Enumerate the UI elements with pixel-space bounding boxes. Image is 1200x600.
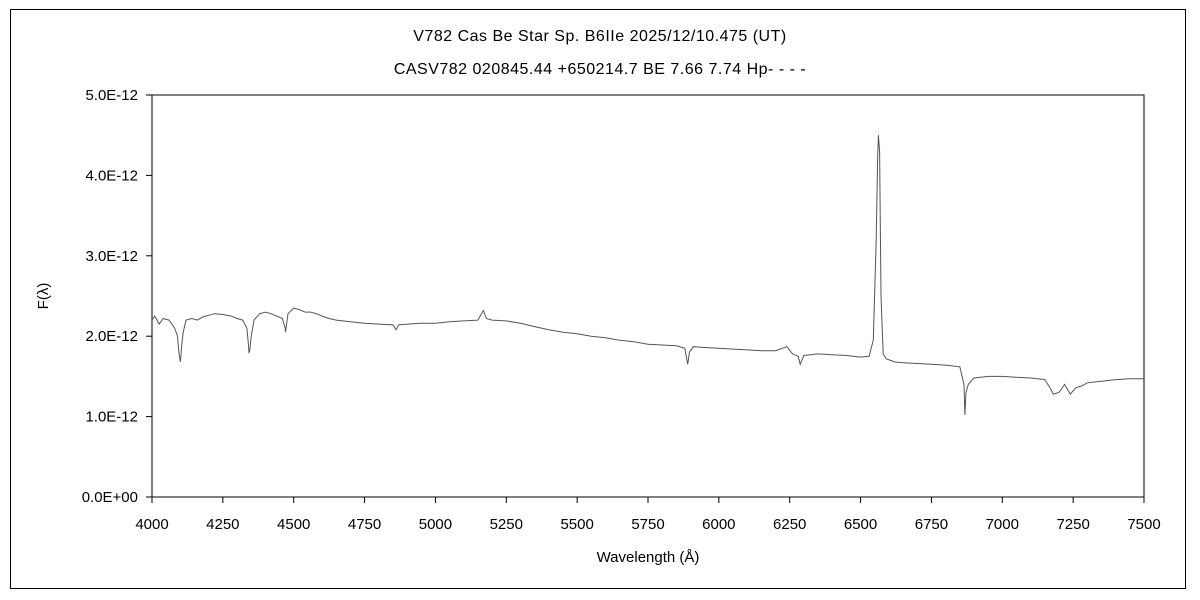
spectrum-line (151, 135, 1144, 416)
y-tick-label: 4.0E-12 (85, 167, 138, 184)
x-axis-label: Wavelength (Å) (597, 549, 700, 566)
x-tick-label: 6000 (702, 516, 735, 533)
x-tick-label: 5500 (560, 516, 593, 533)
x-tick-label: 7000 (986, 516, 1019, 533)
y-tick-label: 1.0E-12 (85, 409, 138, 426)
y-tick-label: 0.0E+00 (82, 489, 138, 506)
y-tick-label: 2.0E-12 (85, 328, 138, 345)
x-tick-label: 4000 (135, 516, 168, 533)
x-tick-label: 7250 (1056, 516, 1089, 533)
y-tick-label: 5.0E-12 (85, 87, 138, 104)
x-tick-label: 6500 (844, 516, 877, 533)
y-axis-label: F(λ) (35, 283, 52, 310)
y-tick-label: 3.0E-12 (85, 248, 138, 265)
chart-subtitle: CASV782 020845.44 +650214.7 BE 7.66 7.74… (393, 61, 807, 78)
x-tick-label: 5000 (419, 516, 452, 533)
x-tick-label: 6250 (773, 516, 806, 533)
chart-title: V782 Cas Be Star Sp. B6IIe 2025/12/10.47… (413, 28, 787, 45)
x-tick-label: 4500 (277, 516, 310, 533)
x-tick-label: 5250 (490, 516, 523, 533)
x-tick-label: 4750 (348, 516, 381, 533)
chart-frame (10, 9, 1186, 589)
x-tick-label: 4250 (206, 516, 239, 533)
x-tick-label: 7500 (1127, 516, 1160, 533)
x-tick-label: 5750 (631, 516, 664, 533)
x-tick-label: 6750 (915, 516, 948, 533)
plot-area (151, 94, 1145, 498)
